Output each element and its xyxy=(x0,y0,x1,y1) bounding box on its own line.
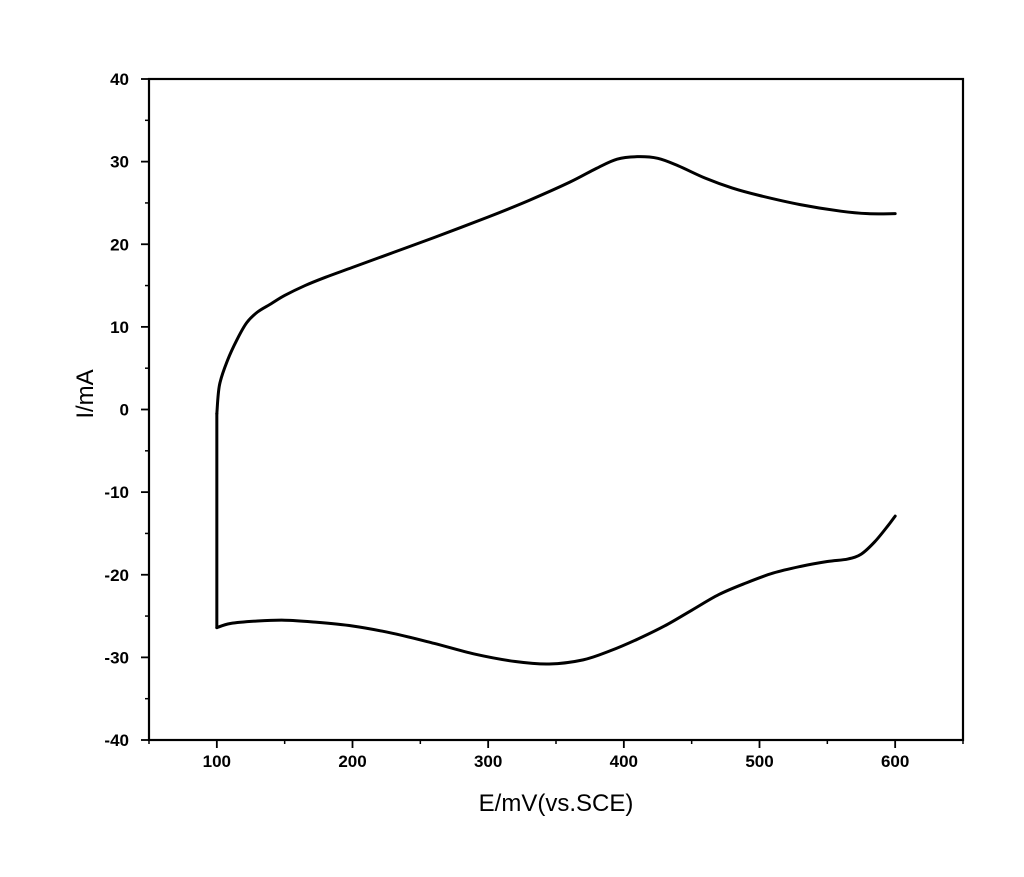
x-tick-label: 500 xyxy=(745,752,773,771)
y-tick-label: 30 xyxy=(110,153,129,172)
labels-layer: 100 200 300 400 500 600 -40 -30 -20 -10 0 10 20 30 40 xyxy=(104,70,909,771)
plot-frame xyxy=(147,77,965,742)
x-tick-label: 100 xyxy=(203,752,231,771)
x-axis-title: E/mV(vs.SCE) xyxy=(479,790,634,817)
data-layer xyxy=(215,155,897,666)
series-line-1 xyxy=(215,155,897,416)
y-tick-label: 10 xyxy=(110,318,129,337)
y-tick-label: -40 xyxy=(104,731,129,750)
x-tick-label: 300 xyxy=(474,752,502,771)
y-tick-label: -20 xyxy=(104,566,129,585)
y-tick-label: 40 xyxy=(110,70,129,89)
y-tick-label: 0 xyxy=(120,401,129,420)
plot-area xyxy=(147,77,965,742)
series-line-2 xyxy=(215,514,897,666)
y-axis-title: I/mA xyxy=(72,369,99,418)
x-tick-label: 400 xyxy=(610,752,638,771)
ticks-layer xyxy=(141,78,964,748)
x-tick-label: 600 xyxy=(881,752,909,771)
y-tick-label: -30 xyxy=(104,648,129,667)
y-tick-label: 20 xyxy=(110,235,129,254)
y-tick-label: -10 xyxy=(104,483,129,502)
x-tick-label: 200 xyxy=(338,752,366,771)
